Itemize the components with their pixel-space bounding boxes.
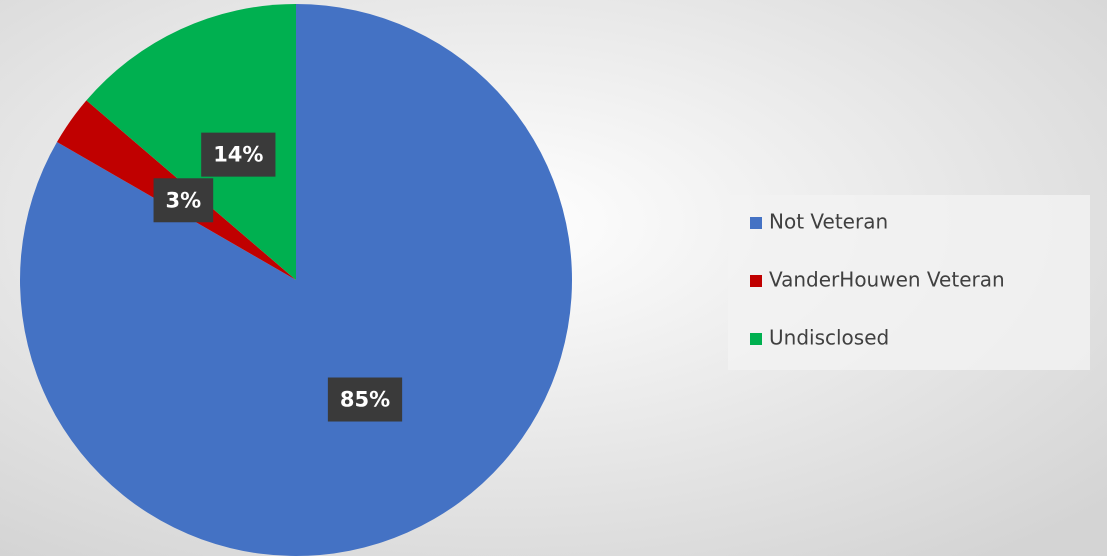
legend: Not Veteran VanderHouwen Veteran Undisclos…: [750, 210, 1005, 350]
pie-slice: [86, 4, 297, 280]
data-label: 85%: [340, 388, 390, 412]
data-label-box: [201, 132, 276, 177]
legend-swatch: [750, 275, 762, 287]
pie: [20, 4, 572, 556]
legend-label: Not Veteran: [769, 210, 888, 234]
data-label: 14%: [213, 143, 263, 167]
data-labels: 85% 3% 14%: [153, 132, 403, 422]
legend-box: [728, 195, 1090, 370]
pie-slice: [20, 4, 572, 556]
legend-label: Undisclosed: [769, 326, 889, 350]
legend-swatch: [750, 217, 762, 229]
data-label: 3%: [166, 188, 202, 212]
legend-swatch: [750, 333, 762, 345]
data-label-box: [153, 178, 214, 223]
legend-label: VanderHouwen Veteran: [769, 268, 1005, 292]
data-label-box: [327, 377, 403, 422]
